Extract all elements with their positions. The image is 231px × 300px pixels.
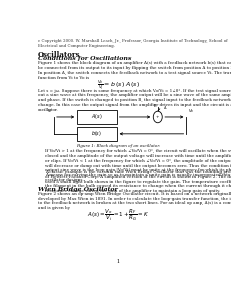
Text: $b(s)$: $b(s)$ <box>91 129 102 138</box>
Text: Figure 1: Block diagram of an oscillator.: Figure 1: Block diagram of an oscillator… <box>76 144 161 148</box>
Text: Let s = jω. Suppose there is some frequency at which Vo/Vi = 1∠0°. If the test s: Let s = jω. Suppose there is some freque… <box>38 89 231 112</box>
Text: $A(s)$: $A(s)$ <box>91 112 103 122</box>
Text: $A(s) = \dfrac{V_o}{V_i} = 1 + \dfrac{R_F}{R_G} = K$: $A(s) = \dfrac{V_o}{V_i} = 1 + \dfrac{R_… <box>87 208 149 223</box>
Text: c Copyright 2000. W. Marshall Leach, Jr., Professor, Georgia Institute of Techno: c Copyright 2000. W. Marshall Leach, Jr.… <box>38 40 228 48</box>
Text: $\frac{V_o}{V_i} = b\,(s)\;A\,(s)$: $\frac{V_o}{V_i} = b\,(s)\;A\,(s)$ <box>97 79 140 92</box>
Text: Oscillators: Oscillators <box>38 51 80 58</box>
Text: If Vo/Vi > 1 at the frequency for which ∠Vo/Vi = 0°, the circuit will oscillate : If Vo/Vi > 1 at the frequency for which … <box>45 149 231 182</box>
Text: 1: 1 <box>117 259 120 263</box>
Text: +: + <box>156 115 160 119</box>
Text: $V_o$: $V_o$ <box>188 107 195 115</box>
Text: A classic example is the vacuum tube Wien Bridge Oscillator that was the foundin: A classic example is the vacuum tube Wie… <box>45 170 231 193</box>
Circle shape <box>153 111 162 123</box>
Text: Figure 1 shows the block diagram of an amplifier A(s) with a feedback network b(: Figure 1 shows the block diagram of an a… <box>38 61 231 80</box>
FancyBboxPatch shape <box>77 110 117 124</box>
Text: A: A <box>163 106 166 110</box>
Text: Conditions for Oscillations: Conditions for Oscillations <box>38 56 131 61</box>
FancyBboxPatch shape <box>77 127 117 141</box>
Text: B: B <box>153 104 156 108</box>
Text: $V_i$: $V_i$ <box>46 107 52 115</box>
Text: Wien Bridge Oscillator: Wien Bridge Oscillator <box>38 187 118 192</box>
Text: Figure 2 shows an op-amp Wien Bridge Oscillator circuit. It is based on a networ: Figure 2 shows an op-amp Wien Bridge Osc… <box>38 192 231 210</box>
